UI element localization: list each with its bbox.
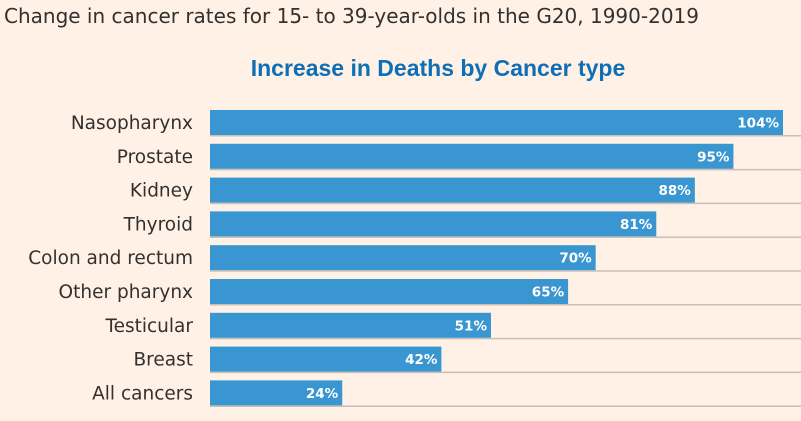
category-label: Breast — [133, 350, 193, 371]
bar — [210, 380, 343, 406]
bar — [210, 245, 596, 271]
category-label: Colon and rectum — [28, 248, 193, 269]
category-label: All cancers — [92, 383, 193, 404]
value-label: 24% — [306, 386, 339, 402]
category-label: Testicular — [104, 316, 193, 337]
value-label: 88% — [659, 183, 692, 199]
bar — [210, 312, 491, 338]
category-label: Thyroid — [123, 214, 193, 235]
bar — [210, 279, 569, 304]
value-label: 42% — [405, 352, 438, 368]
value-label: 95% — [697, 149, 730, 165]
value-label: 65% — [532, 285, 565, 301]
category-label: Other pharynx — [59, 282, 193, 303]
bar — [210, 177, 695, 203]
category-label: Prostate — [117, 147, 193, 168]
bar — [210, 143, 734, 169]
category-label: Nasopharynx — [71, 113, 193, 134]
value-label: 81% — [620, 217, 653, 233]
bar — [210, 110, 783, 135]
bar — [210, 346, 442, 372]
page-title: Change in cancer rates for 15- to 39-yea… — [4, 4, 699, 28]
value-label: 104% — [737, 116, 779, 132]
bar — [210, 211, 657, 237]
value-label: 70% — [559, 251, 592, 267]
chart-title: Increase in Deaths by Cancer type — [250, 55, 626, 81]
category-label: Kidney — [130, 181, 193, 202]
value-label: 51% — [455, 318, 488, 334]
